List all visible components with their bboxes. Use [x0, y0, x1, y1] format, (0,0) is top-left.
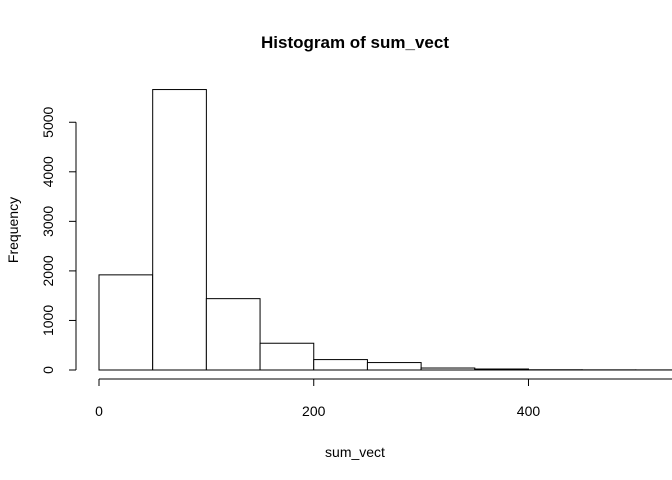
chart-title: Histogram of sum_vect [261, 33, 449, 52]
histogram-bar [98, 274, 154, 371]
histogram-bar [152, 89, 207, 371]
y-tick-label: 3000 [40, 206, 56, 237]
histogram-bar [205, 298, 261, 371]
x-tick-label: 400 [517, 403, 541, 419]
x-tick-label: 0 [95, 403, 103, 419]
histogram-bar [313, 359, 368, 371]
histogram-bar [259, 342, 315, 371]
x-tick-label: 200 [302, 403, 326, 419]
histogram-bar [366, 362, 422, 371]
y-tick-label: 4000 [40, 156, 56, 187]
x-axis-label: sum_vect [325, 444, 385, 460]
bars-group [98, 89, 672, 371]
y-axis: 0 1000 2000 3000 4000 5000 [40, 106, 77, 374]
x-axis: 0200400600800 [95, 378, 672, 419]
y-tick-label: 0 [40, 366, 56, 374]
y-tick-label: 5000 [40, 106, 56, 137]
y-tick-label: 2000 [40, 255, 56, 286]
histogram-bar [420, 367, 476, 371]
histogram-bar [474, 368, 529, 371]
y-axis-label: Frequency [5, 197, 21, 263]
y-tick-label: 1000 [40, 305, 56, 336]
